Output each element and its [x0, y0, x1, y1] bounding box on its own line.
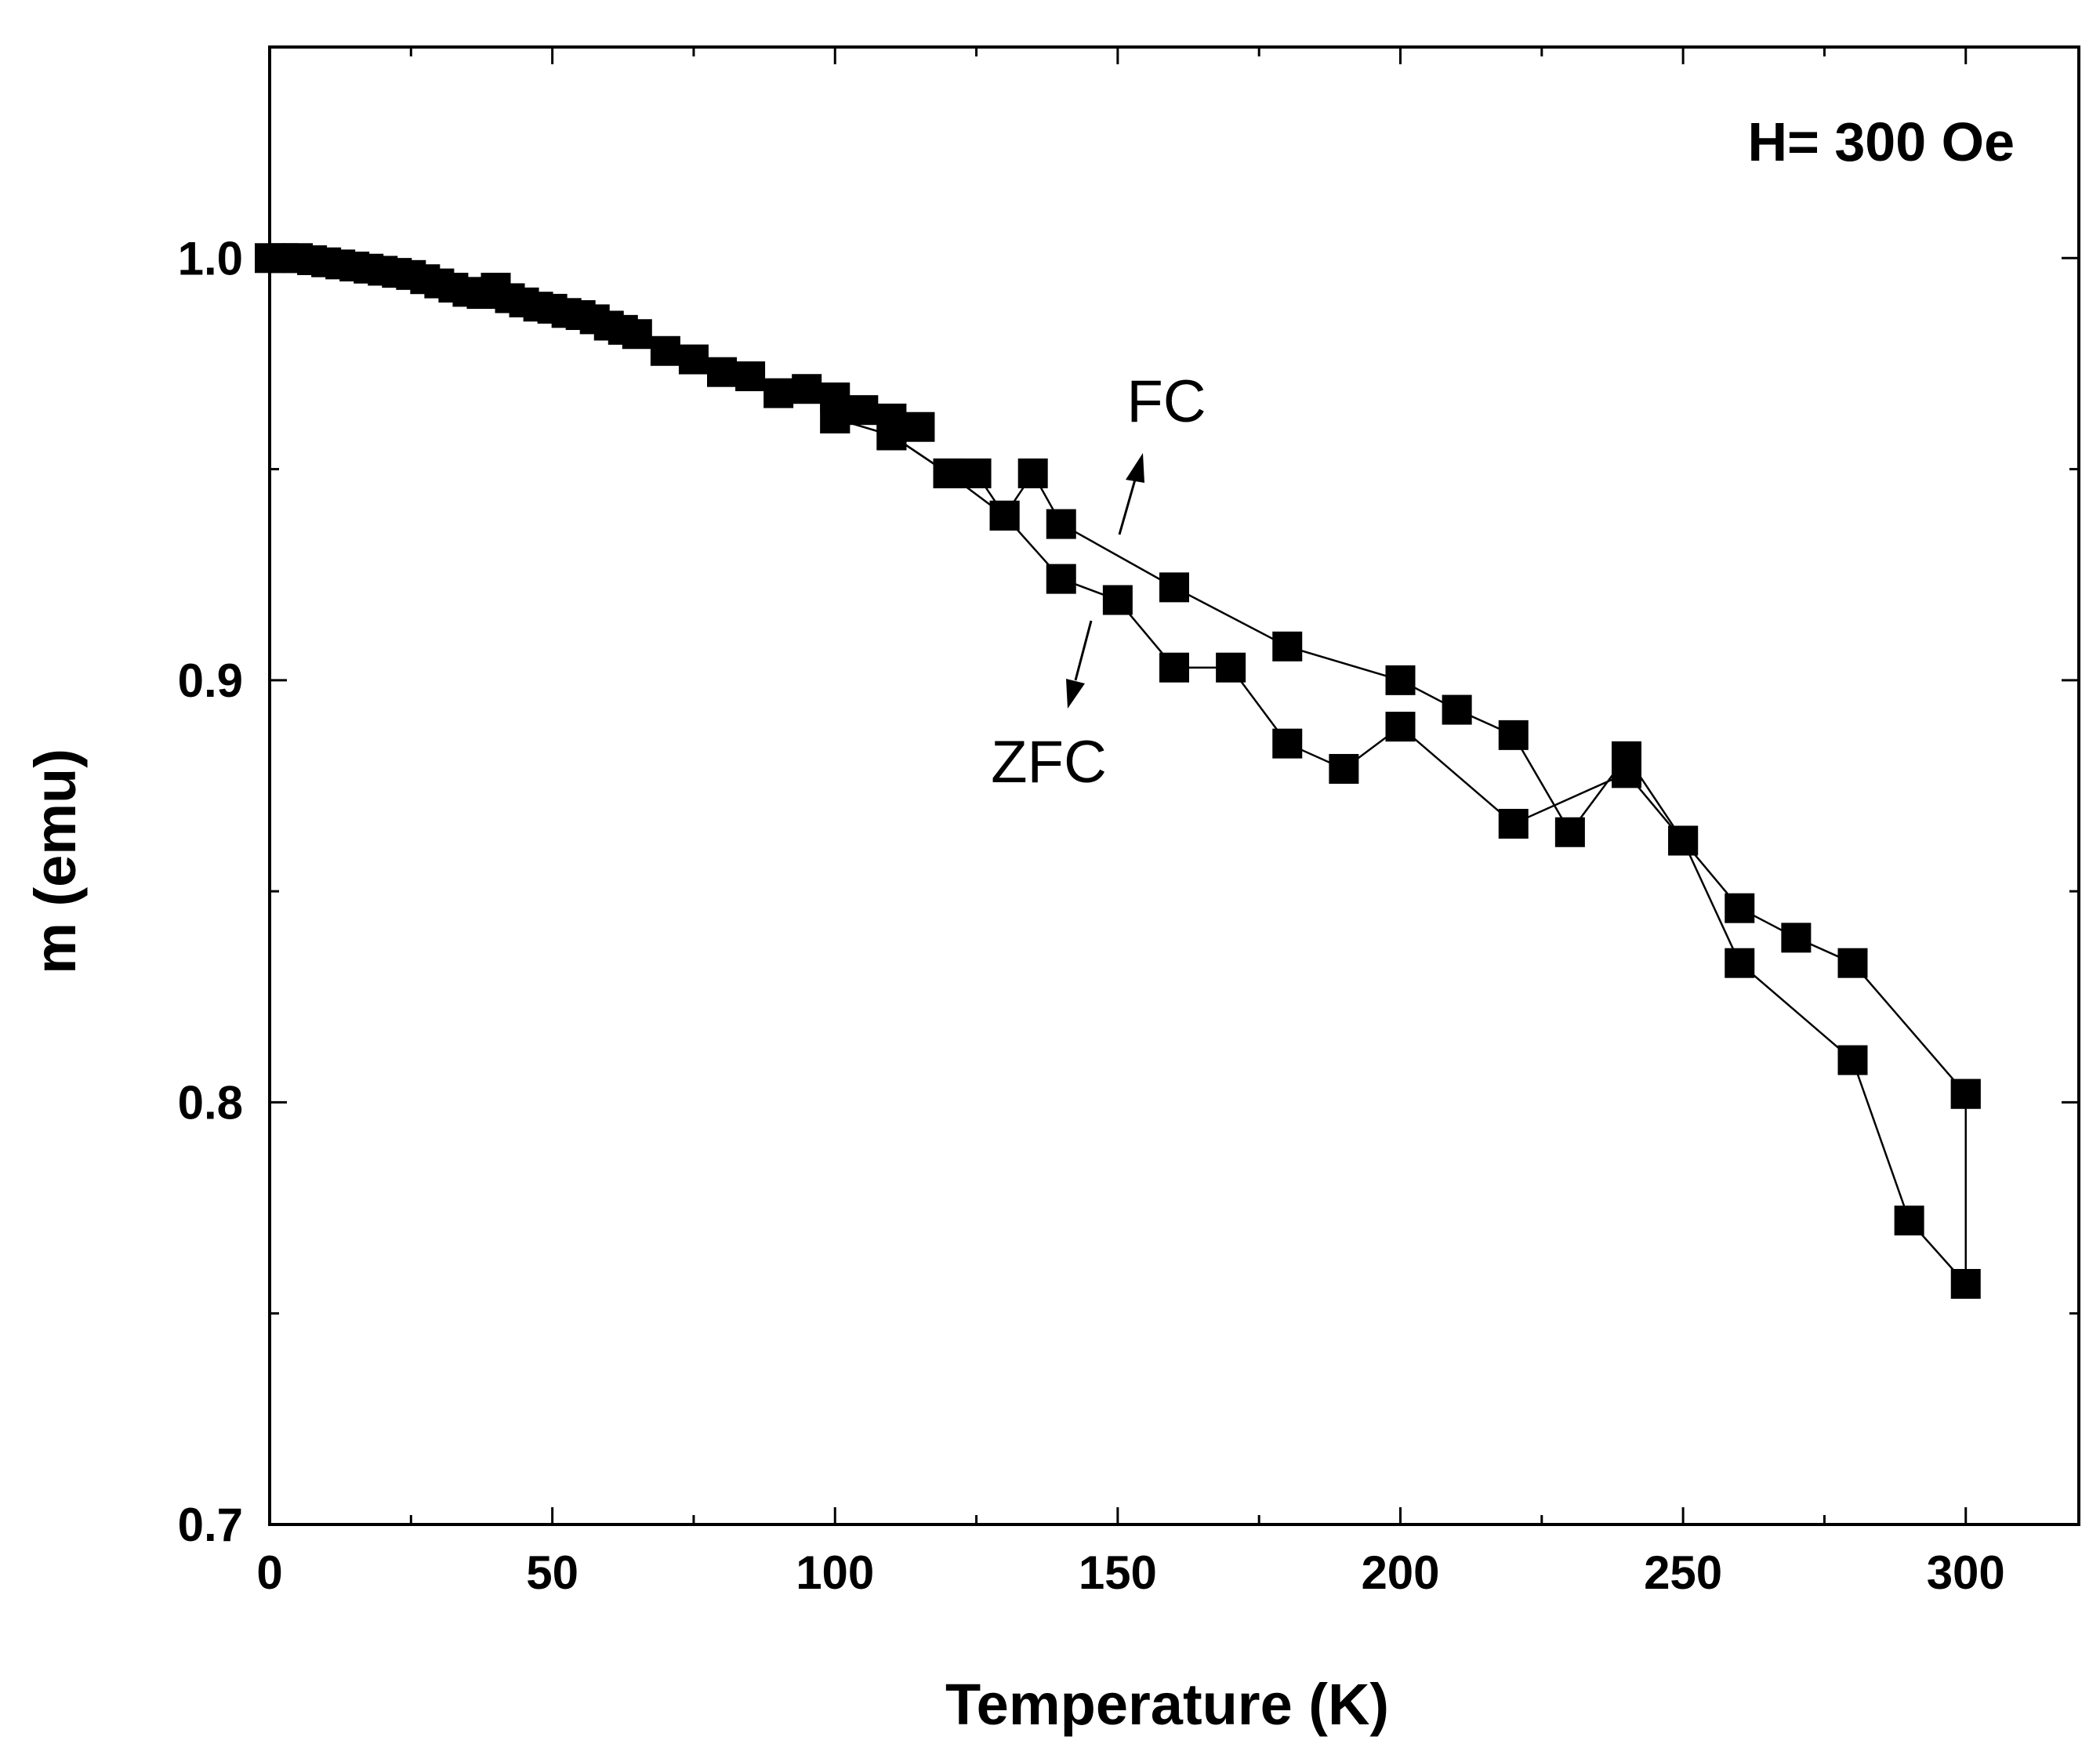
fc-data-point — [1498, 720, 1529, 750]
zfc-data-point — [1725, 948, 1755, 978]
fc-data-point — [1837, 948, 1868, 978]
y-tick-label: 0.8 — [178, 1076, 243, 1129]
zfc-data-point — [989, 500, 1020, 531]
zfc-data-point — [1329, 753, 1359, 784]
zfc-data-point — [1837, 1045, 1868, 1075]
fc-data-point — [1442, 694, 1472, 725]
zfc-data-point — [1950, 1079, 1981, 1109]
x-tick-label: 0 — [256, 1546, 282, 1599]
zfc-data-point — [876, 420, 907, 451]
fc-data-point — [1017, 458, 1048, 488]
fc-data-point — [1385, 665, 1416, 695]
plot-frame — [268, 45, 2080, 1526]
x-axis-title: Temperature (K) — [945, 1672, 1389, 1737]
x-tick-label: 100 — [796, 1546, 874, 1599]
fc-arrow — [1118, 453, 1144, 535]
fc-data-point — [1159, 572, 1189, 603]
zfc-data-point — [1498, 808, 1529, 839]
x-tick-label: 200 — [1361, 1546, 1439, 1599]
fc-data-point — [1781, 923, 1812, 953]
lowt-data-point — [792, 374, 822, 404]
lowt-data-point — [848, 395, 879, 426]
y-tick-label: 1.0 — [178, 232, 243, 285]
zfc-data-point — [1668, 825, 1699, 856]
x-tick-label: 300 — [1927, 1546, 2005, 1599]
axes: 0 50 100 150 200 250 300 0.7 0.8 0.9 1.0 — [178, 45, 2080, 1599]
zfc-data-point — [1102, 585, 1133, 615]
zfc-data-point — [1385, 712, 1416, 742]
lowt-data-point — [905, 411, 935, 442]
x-tick-label: 150 — [1079, 1546, 1157, 1599]
zfc-data-point — [933, 458, 963, 488]
fc-data-point — [1725, 893, 1755, 923]
data-series — [255, 243, 1981, 1300]
lowt-data-point — [622, 319, 652, 350]
fc-data-point — [1272, 631, 1303, 662]
zfc-arrow — [1066, 620, 1093, 709]
zfc-data-point — [1612, 758, 1641, 788]
x-tick-label: 250 — [1644, 1546, 1722, 1599]
zfc-data-point — [1950, 1269, 1981, 1300]
x-tick-label: 50 — [526, 1546, 578, 1599]
fc-annotation-label: FC — [1126, 368, 1206, 435]
zfc-data-point — [1216, 652, 1246, 683]
y-tick-label: 0.9 — [178, 654, 243, 707]
zfc-data-point — [1272, 728, 1303, 759]
lowt-data-point — [707, 357, 737, 387]
lowt-data-point — [735, 361, 766, 392]
fc-data-point — [1554, 817, 1585, 847]
zfc-data-point — [820, 403, 851, 433]
lowt-data-point — [763, 378, 794, 408]
y-tick-label: 0.7 — [178, 1499, 243, 1551]
zfc-data-point — [1159, 652, 1189, 683]
zfc-data-point — [1894, 1205, 1924, 1236]
zfc-annotation-label: ZFC — [991, 729, 1107, 796]
lowt-data-point — [650, 335, 680, 366]
fc-data-point — [961, 458, 992, 488]
y-axis-title: m (emu) — [23, 749, 88, 974]
field-annotation: H= 300 Oe — [1748, 111, 2015, 172]
fc-data-point — [1046, 509, 1076, 539]
lowt-data-point — [678, 344, 709, 375]
zfc-data-point — [1046, 564, 1076, 594]
